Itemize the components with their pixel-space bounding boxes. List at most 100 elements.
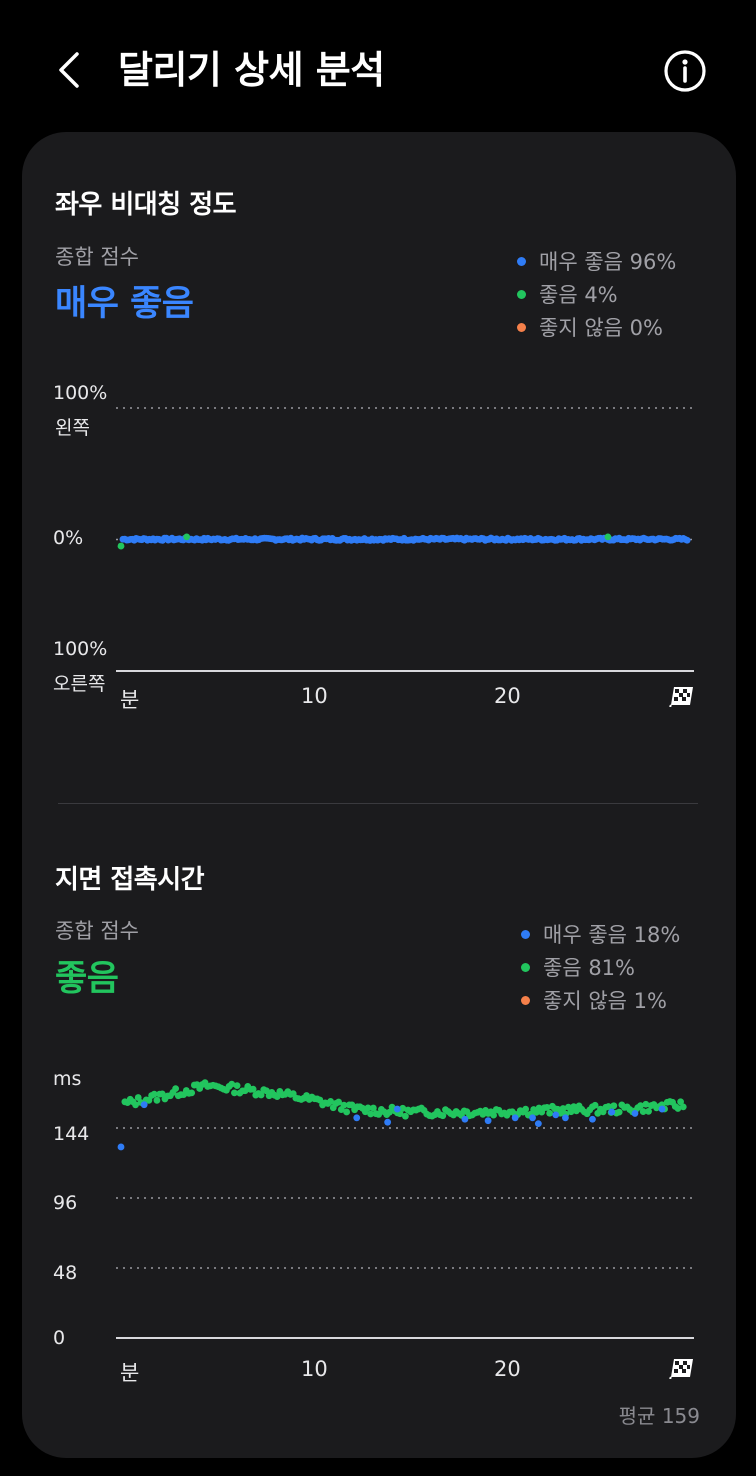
data-point-very-good	[529, 1114, 536, 1122]
data-point-good	[567, 1108, 575, 1116]
data-point-very-good	[511, 1114, 519, 1122]
data-point-good	[605, 1103, 612, 1110]
asymmetry-y-label-top-pct: 100%	[53, 382, 108, 404]
legend-dot	[521, 930, 530, 939]
asymmetry-section-title: 좌우 비대칭 정도	[55, 190, 237, 220]
asymmetry-x-label-10: 10	[301, 684, 328, 708]
data-point-good	[343, 1108, 351, 1116]
data-point-good	[642, 1100, 650, 1108]
finish-flag-icon	[669, 1359, 693, 1379]
contact-y-tick-48: 48	[53, 1262, 78, 1284]
contact-x-label-10: 10	[301, 1357, 328, 1381]
legend-dot	[517, 290, 526, 299]
data-point-good	[273, 1093, 281, 1101]
contact-section-title: 지면 접촉시간	[55, 865, 205, 895]
data-point-good	[572, 1107, 580, 1115]
contact-x-label-min: 분	[120, 1361, 140, 1385]
contact-y-unit: ms	[53, 1068, 82, 1090]
legend-dot	[517, 257, 526, 266]
contact-average: 평균 159	[618, 1404, 700, 1428]
data-point-good	[340, 1101, 348, 1109]
data-point-good	[150, 1090, 158, 1098]
data-point-very-good	[384, 1118, 392, 1126]
asymmetry-x-label-20: 20	[494, 684, 521, 708]
legend-label: 좋지 않음 0%	[539, 316, 663, 340]
data-point-very-good	[484, 1117, 492, 1125]
data-point-good	[228, 1080, 236, 1088]
data-point-good	[231, 1089, 238, 1097]
section-divider	[58, 803, 698, 804]
contact-y-tick-144: 144	[53, 1123, 90, 1145]
data-point-good	[257, 1091, 265, 1099]
data-point-good	[639, 1108, 647, 1115]
data-point-good	[172, 1085, 180, 1092]
data-point-good	[674, 1105, 682, 1112]
data-point-good	[188, 1089, 196, 1097]
data-point-very-good	[552, 1111, 560, 1119]
data-point-very-good	[461, 1115, 469, 1123]
data-point-good	[233, 1082, 241, 1090]
contact-y-tick-96: 96	[53, 1192, 78, 1214]
info-icon	[664, 50, 706, 92]
data-point-good	[615, 1108, 623, 1116]
asymmetry-y-label-left: 왼쪽	[55, 417, 90, 439]
chevron-left-icon	[59, 52, 79, 88]
data-point-good	[183, 533, 191, 541]
data-point-good	[335, 1098, 343, 1106]
data-point-good	[439, 1112, 447, 1120]
contact-y-tick-0: 0	[53, 1327, 66, 1349]
data-point-good	[385, 1108, 393, 1116]
data-point-good	[367, 1110, 375, 1118]
page-title: 달리기 상세 분석	[118, 48, 385, 92]
legend-label: 좋지 않음 1%	[543, 989, 667, 1013]
data-point-good	[263, 1087, 270, 1095]
asymmetry-score-label: 종합 점수	[55, 245, 139, 269]
data-point-good	[369, 1104, 377, 1112]
back-button[interactable]	[44, 44, 96, 96]
data-point-good	[543, 1104, 551, 1111]
data-point-good	[249, 1085, 257, 1093]
data-point-good	[364, 1104, 372, 1112]
data-point-very-good	[631, 1110, 639, 1117]
legend-label: 매우 좋음 96%	[539, 250, 677, 274]
data-point-good	[677, 1098, 684, 1106]
data-point-good	[402, 1112, 409, 1120]
data-point-good	[117, 542, 125, 550]
data-point-good	[645, 1107, 652, 1115]
running-analysis-card: 좌우 비대칭 정도 종합 점수 매우 좋음 매우 좋음 96% 좋음 4% 좋지 않…	[22, 132, 736, 1458]
legend-label: 좋음 81%	[543, 956, 635, 980]
contact-chart	[116, 1079, 694, 1339]
data-point-good	[399, 1104, 407, 1112]
data-point-very-good	[658, 1105, 666, 1113]
data-point-very-good	[534, 1120, 542, 1128]
asymmetry-y-label-right: 오른쪽	[53, 673, 106, 695]
info-button[interactable]	[662, 48, 708, 94]
data-point-good	[490, 1111, 497, 1119]
data-point-very-good	[608, 1108, 616, 1116]
data-point-good	[158, 1090, 166, 1098]
data-point-good	[591, 1101, 599, 1109]
data-point-good	[132, 1101, 139, 1109]
asymmetry-y-label-bottom-pct: 100%	[53, 638, 108, 660]
data-point-very-good	[353, 1114, 361, 1122]
legend-dot	[521, 963, 530, 972]
legend-dot	[521, 996, 530, 1005]
data-point-good	[610, 1102, 618, 1110]
asymmetry-x-label-min: 분	[120, 688, 140, 712]
legend-label: 좋음 4%	[539, 283, 618, 307]
data-point-very-good	[683, 536, 691, 544]
asymmetry-y-label-zero: 0%	[53, 527, 84, 549]
data-point-very-good	[117, 1143, 125, 1151]
finish-flag-icon	[669, 687, 693, 707]
legend-label: 매우 좋음 18%	[543, 923, 681, 947]
asymmetry-chart	[116, 407, 694, 672]
data-point-good	[559, 1105, 567, 1112]
data-point-very-good	[393, 1105, 401, 1113]
legend-dot	[517, 323, 526, 332]
data-point-good	[604, 533, 612, 541]
data-point-good	[637, 1102, 644, 1110]
data-point-good	[153, 1096, 161, 1104]
data-point-very-good	[562, 1114, 569, 1122]
data-point-good	[679, 1103, 687, 1111]
data-point-good	[522, 1105, 530, 1113]
